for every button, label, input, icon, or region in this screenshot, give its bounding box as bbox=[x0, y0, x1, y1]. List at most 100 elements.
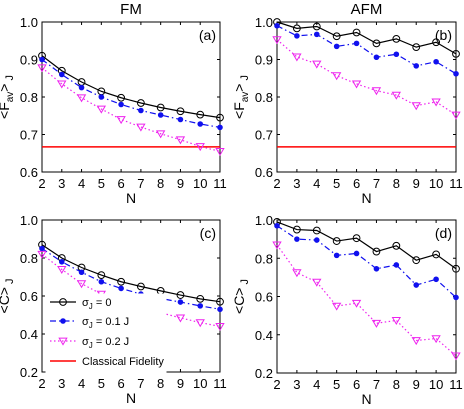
panel-a-sigma02-point bbox=[116, 116, 126, 125]
panel-a-sigma02-point bbox=[195, 143, 205, 152]
panel-b-sigma02-point bbox=[312, 60, 322, 69]
panel-b-ytick-label: 1.0 bbox=[255, 15, 273, 30]
panel-b-ylabel-sub: av bbox=[240, 92, 251, 103]
panel-c-ylabel-after: J bbox=[4, 279, 16, 285]
panel-c-sigma0-point bbox=[136, 282, 145, 291]
panel-b-ylabel-main: <F bbox=[231, 102, 247, 119]
panel-d-xtick-label: 4 bbox=[313, 377, 320, 392]
panel-d-sigma02-point bbox=[411, 337, 421, 346]
panel-b-sigma02-point bbox=[292, 53, 302, 62]
panel-d-xtick-label: 6 bbox=[353, 377, 360, 392]
legend-sigma02-sub: J bbox=[89, 341, 93, 350]
panel-d-sigma01-point bbox=[353, 250, 360, 257]
panel-d-sigma02-point bbox=[331, 302, 342, 311]
panel-a-xtick-label: 11 bbox=[213, 176, 227, 191]
panel-a-xtick-label: 4 bbox=[78, 176, 85, 191]
panel-d-xtick-label: 10 bbox=[429, 377, 443, 392]
panel-d-sigma02-point bbox=[292, 269, 302, 278]
panel-c-xtick-label: 11 bbox=[213, 376, 227, 391]
panel-c-sigma01-point bbox=[118, 285, 124, 292]
panel-b-xtick-label: 11 bbox=[449, 176, 463, 191]
panel-b-sigma02-point bbox=[371, 87, 382, 96]
panel-c-xtick-label: 8 bbox=[157, 376, 164, 391]
panel-c-sigma0-point bbox=[97, 271, 106, 280]
panel-a-xtick-label: 6 bbox=[117, 176, 124, 191]
panel-d-sigma02-point bbox=[272, 241, 282, 250]
panel-a-sigma01-point bbox=[118, 101, 124, 108]
panel-c-label: (c) bbox=[200, 225, 216, 241]
panel-d-sigma0-point bbox=[292, 225, 301, 234]
panel-d-ylabel: <C> J bbox=[231, 279, 251, 314]
panel-b-sigma01-point bbox=[433, 58, 439, 65]
panel-b-sigma02-point bbox=[431, 98, 441, 107]
panel-b-sigma02-point bbox=[272, 36, 282, 45]
panel-b-sigma01-point bbox=[313, 31, 320, 38]
panel-c-sigma01-point bbox=[197, 303, 204, 309]
panel-a-axes-box bbox=[41, 21, 221, 173]
legend-sigma02-value: = 0.2 J bbox=[93, 336, 129, 348]
panel-b-xlabel: N bbox=[361, 190, 371, 206]
panel-d-sigma01-point bbox=[393, 262, 400, 268]
panel-b-sigma01-point bbox=[333, 43, 340, 50]
panel-d-sigma0-point bbox=[452, 264, 460, 273]
panel-b-title: AFM bbox=[351, 1, 383, 18]
panel-c-sigma02-point bbox=[215, 323, 225, 331]
panel-a-ytick-label: 0.9 bbox=[20, 53, 38, 68]
panel-b-sigma02-point bbox=[391, 91, 402, 100]
panel-b-xtick-label: 4 bbox=[313, 176, 320, 191]
panel-c-ytick-label: 0.4 bbox=[20, 327, 38, 342]
panel-d-sigma02-point bbox=[451, 352, 461, 361]
panel-c-sigma02-point bbox=[37, 250, 47, 259]
panel-d-sigma0-point bbox=[392, 241, 401, 250]
panel-c-sigma02-point bbox=[76, 280, 87, 289]
panel-c-sigma01-point bbox=[217, 306, 223, 313]
panel-c: 2 3 4 5 6 7 8 9 10 110.20.40.60.81.0N<C>J(c)σJ = … bbox=[0, 213, 227, 406]
panel-d-xtick-label: 5 bbox=[333, 377, 340, 392]
panel-b: 2 3 4 5 6 7 8 9 10 11 0.6 0.7 0.8 0.9 1.0 N <Fav> J AFM (b) bbox=[231, 1, 463, 206]
panel-a-xtick-label: 5 bbox=[98, 176, 105, 191]
legend-sigma02-sigma: σ bbox=[82, 336, 89, 348]
panel-d-sigma01-point bbox=[373, 265, 380, 272]
panel-d-xtick-label: 7 bbox=[373, 377, 380, 392]
panel-c-xtick-label: 5 bbox=[98, 376, 105, 391]
panel-b-sigma02-point bbox=[331, 72, 342, 81]
panel-a-xtick-label: 7 bbox=[137, 176, 144, 191]
panel-a-xtick-label: 10 bbox=[193, 176, 207, 191]
legend-sigma02-label: σJ = 0.2 J bbox=[82, 336, 129, 350]
panel-c-ytick-label: 1.0 bbox=[20, 213, 38, 228]
panel-b-sigma0-point bbox=[412, 43, 421, 52]
panel-d-sigma01-point bbox=[294, 236, 300, 242]
panel-c-ytick-label: 0.2 bbox=[20, 365, 38, 380]
panel-d-sigma0-point bbox=[312, 226, 321, 235]
panel-d-ytick-label: 0.2 bbox=[255, 366, 273, 381]
panel-b-ytick-label: 0.6 bbox=[255, 165, 273, 180]
panel-d-sigma0-point bbox=[412, 256, 421, 265]
panel-d-sigma02-point bbox=[351, 299, 362, 308]
panel-d-sigma0-point bbox=[332, 237, 341, 245]
panel-d-sigma01-point bbox=[333, 252, 340, 259]
legend-box bbox=[45, 293, 167, 373]
panel-b-sigma01-line bbox=[276, 25, 457, 75]
panel-b-xtick-label: 10 bbox=[429, 176, 443, 191]
panel-c-xtick-label: 9 bbox=[177, 376, 184, 391]
panel-d-sigma0-point bbox=[352, 234, 361, 243]
panel-c-sigma01-point bbox=[58, 258, 65, 265]
panel-d-sigma01-point bbox=[274, 222, 280, 229]
panel-c-sigma01-point bbox=[78, 269, 85, 276]
panel-a-sigma0-point bbox=[176, 107, 185, 116]
panel-a-sigma02-point bbox=[215, 148, 225, 156]
panel-c-sigma02-point bbox=[57, 266, 67, 274]
panel-c-sigma01-point bbox=[39, 245, 45, 252]
panel-d-sigma01-point bbox=[453, 294, 459, 301]
panel-d-ytick-label: 0.6 bbox=[255, 290, 273, 305]
legend-sigma0-sub: J bbox=[89, 302, 93, 311]
panel-b-sigma0-point bbox=[352, 28, 361, 37]
panel-d: 2 3 4 5 6 7 8 9 10 11 0.2 0.4 0.6 0.8 1.0 N <C> J (d) bbox=[231, 213, 463, 407]
panel-a-sigma02-point bbox=[96, 105, 107, 114]
panel-a-ylabel-main: <F bbox=[0, 102, 12, 119]
panel-c-sigma01-point bbox=[98, 278, 105, 285]
legend-sigma01-sub: J bbox=[89, 321, 93, 330]
panel-d-sigma02-point bbox=[391, 317, 402, 326]
panel-c-sigma0-point bbox=[216, 297, 224, 306]
